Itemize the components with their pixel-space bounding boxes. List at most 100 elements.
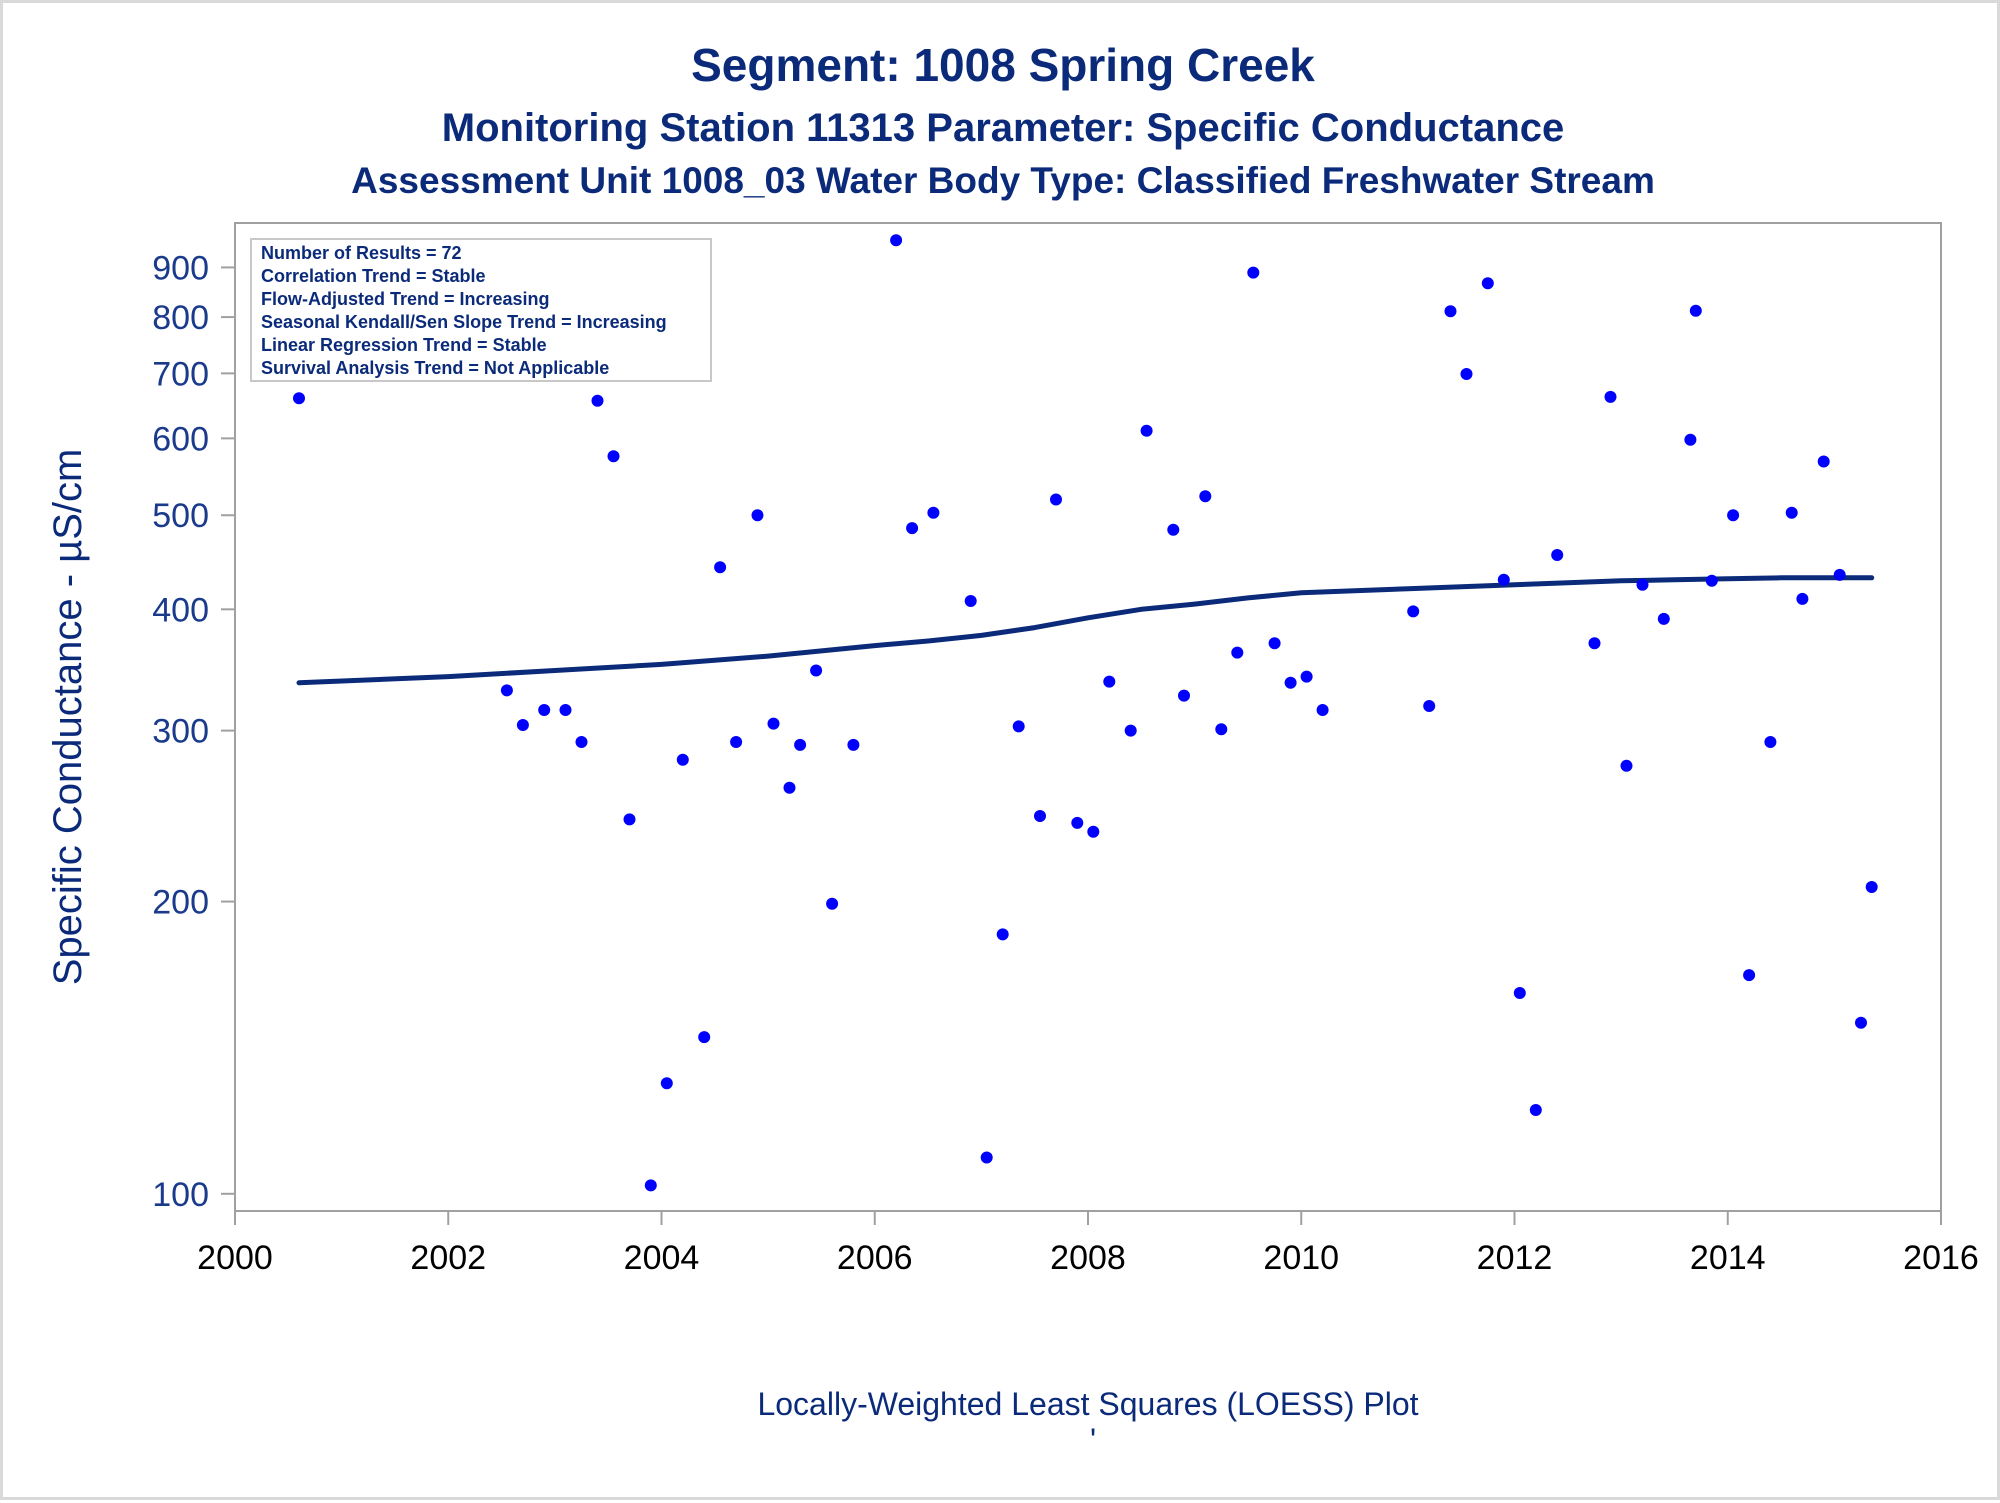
data-point [1785, 506, 1798, 519]
data-point [996, 928, 1009, 941]
data-point [1034, 810, 1046, 822]
data-point [1513, 987, 1526, 999]
x-tick-label: 2008 [1050, 1239, 1126, 1277]
data-point [1620, 759, 1633, 772]
legend-correlation-trend: Correlation Trend = Stable [261, 266, 486, 286]
data-point [794, 738, 807, 751]
data-point [1764, 736, 1777, 748]
data-point [591, 394, 604, 407]
legend-linear-regression-trend: Linear Regression Trend = Stable [261, 335, 547, 355]
data-point [1407, 605, 1420, 618]
x-tick-label: 2014 [1690, 1239, 1766, 1277]
y-tick-label: 700 [152, 355, 209, 393]
data-point [1551, 549, 1564, 561]
legend-seasonal-kendall-trend: Seasonal Kendall/Sen Slope Trend = Incre… [261, 312, 667, 332]
data-point [1300, 670, 1313, 683]
data-point [1178, 689, 1190, 702]
data-point [1529, 1104, 1542, 1116]
data-point [1604, 390, 1617, 403]
data-point [1012, 720, 1025, 733]
legend-survival-analysis-trend: Survival Analysis Trend = Not Applicable [261, 358, 609, 378]
data-point [1247, 266, 1260, 279]
data-point [1636, 578, 1649, 591]
data-point [500, 684, 513, 697]
x-axis: 2000 2002 2004 2006 2008 2010 2012 2014 2016 [197, 1211, 1979, 1277]
data-point [1817, 455, 1830, 468]
data-point [1423, 700, 1436, 712]
data-point [1684, 433, 1697, 446]
data-points [293, 234, 1878, 1192]
data-point [559, 704, 572, 716]
y-tick-label: 800 [152, 299, 209, 337]
data-point [1705, 574, 1718, 587]
data-point [575, 736, 588, 748]
data-point [1727, 509, 1740, 522]
data-point [1481, 277, 1494, 290]
legend-flow-adjusted-trend: Flow-Adjusted Trend = Increasing [261, 289, 550, 309]
data-point [538, 704, 551, 716]
data-point [927, 506, 940, 519]
data-point [1140, 424, 1153, 437]
y-axis-label: Specific Conductance - µS/cm [46, 449, 90, 986]
chart-subtitle-station: Monitoring Station 11313 Parameter: Spec… [442, 106, 1565, 150]
y-tick-label: 600 [152, 420, 209, 458]
data-point [1689, 304, 1702, 317]
chart-subtitle-assessment: Assessment Unit 1008_03 Water Body Type:… [351, 160, 1655, 201]
loess-trend-line [296, 575, 1875, 686]
data-point [1855, 1016, 1867, 1029]
data-point [980, 1151, 993, 1164]
y-axis: 100 200 300 400 500 600 700 800 900 [152, 249, 235, 1214]
data-point [1050, 493, 1062, 506]
data-point [698, 1031, 711, 1044]
data-point [783, 781, 796, 794]
data-point [1796, 592, 1809, 605]
footnote-loess: Locally-Weighted Least Squares (LOESS) P… [757, 1386, 1418, 1422]
data-point [1268, 637, 1281, 650]
chart-title: Segment: 1008 Spring Creek [691, 39, 1315, 91]
data-point [1071, 816, 1084, 829]
data-point [1833, 568, 1846, 581]
data-point [751, 509, 764, 522]
y-tick-label: 900 [152, 249, 209, 287]
data-point [1199, 490, 1212, 503]
x-tick-label: 2010 [1263, 1239, 1339, 1277]
data-point [1743, 969, 1756, 982]
legend-number-of-results: Number of Results = 72 [261, 243, 462, 263]
data-point [714, 561, 727, 574]
y-tick-label: 500 [152, 497, 209, 535]
data-point [1588, 637, 1601, 650]
data-point [644, 1179, 657, 1192]
x-tick-label: 2002 [410, 1239, 486, 1277]
data-point [623, 813, 636, 826]
stats-legend-box: Number of Results = 72 Correlation Trend… [250, 238, 712, 382]
x-tick-label: 2004 [624, 1239, 700, 1277]
data-point [767, 717, 780, 730]
data-point [906, 522, 919, 535]
y-tick-label: 300 [152, 713, 209, 751]
data-point [847, 738, 860, 751]
chart-svg: Segment: 1008 Spring Creek Monitoring St… [46, 39, 1979, 1458]
data-point [826, 897, 839, 910]
data-point [1497, 573, 1510, 586]
footnote-mark: ' [1090, 1422, 1096, 1458]
data-point [1444, 305, 1457, 318]
x-tick-label: 2016 [1903, 1239, 1979, 1277]
data-point [1865, 881, 1878, 893]
data-point [730, 736, 743, 748]
data-point [1460, 368, 1473, 380]
data-point [1124, 724, 1137, 737]
data-point [676, 753, 689, 766]
data-point [1103, 675, 1116, 688]
data-point [1087, 825, 1100, 838]
data-point [1657, 612, 1670, 625]
data-point [810, 664, 823, 677]
data-point [1231, 646, 1244, 659]
data-point [516, 719, 529, 731]
data-point [1167, 523, 1180, 536]
data-point [890, 234, 903, 247]
data-point [607, 450, 620, 463]
data-point [660, 1077, 673, 1090]
y-tick-label: 400 [152, 591, 209, 629]
data-point [964, 595, 977, 607]
